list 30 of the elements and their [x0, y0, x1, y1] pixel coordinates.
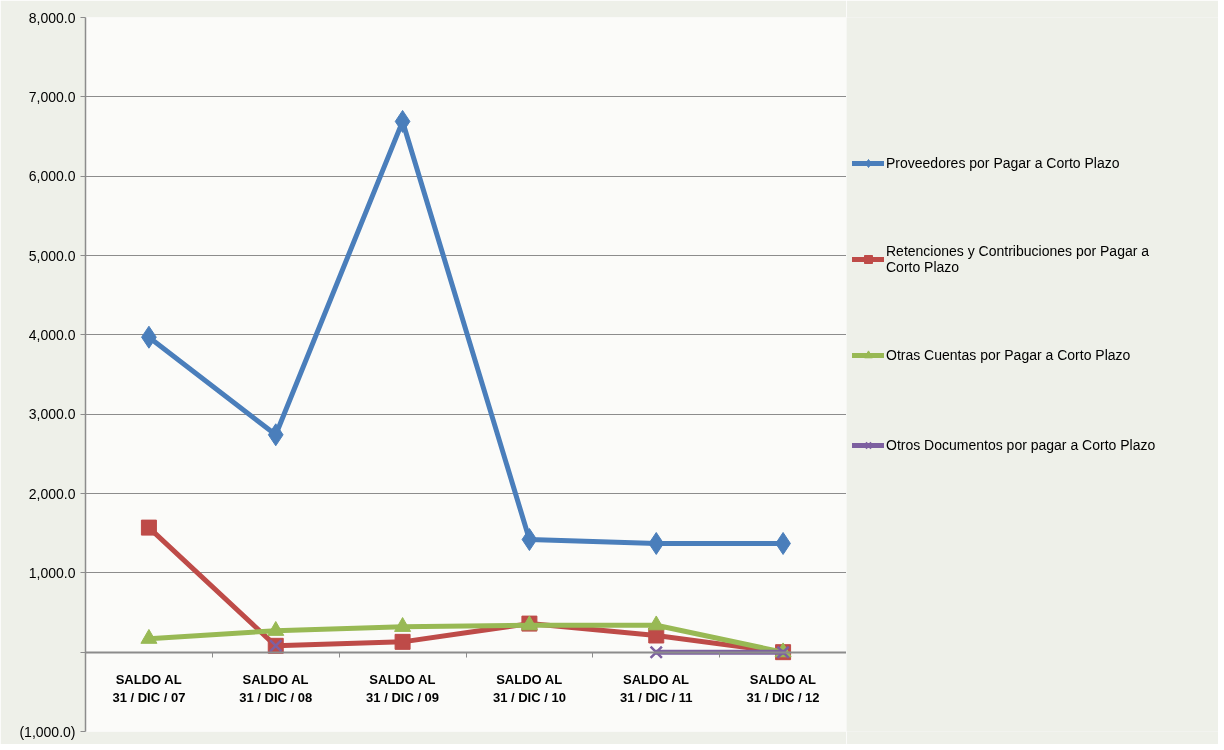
x-tick-label: SALDO AL 31 / DIC / 10	[492, 672, 566, 706]
y-tick-label: 7,000.0	[28, 88, 76, 105]
x-tick-label: SALDO AL 31 / DIC / 08	[239, 672, 313, 706]
point	[521, 528, 538, 552]
x-tick-label: SALDO AL 31 / DIC / 11	[620, 672, 693, 706]
y-tick-label: 2,000.0	[28, 485, 76, 502]
y-tick-label: 3,000.0	[28, 406, 76, 423]
point	[649, 645, 664, 660]
point	[394, 617, 412, 632]
legend-label: Proveedores por Pagar a Corto Plazo	[886, 155, 1120, 171]
point	[267, 423, 284, 447]
legend-label: Otros Documentos por pagar a Corto Plazo	[886, 437, 1156, 453]
point	[394, 109, 411, 133]
y-tick-label: 5,000.0	[28, 247, 76, 264]
point	[394, 633, 411, 650]
x-tick-label: SALDO AL 31 / DIC / 09	[366, 672, 440, 706]
y-tick-label: 8,000.0	[28, 9, 76, 26]
y-tick-label: 4,000.0	[28, 326, 76, 343]
y-tick-label: (1,000.0)	[19, 723, 76, 740]
point	[140, 628, 158, 644]
y-tick-label: 6,000.0	[28, 168, 76, 185]
legend-label: Otras Cuentas por Pagar a Corto Plazo	[886, 347, 1131, 363]
legend-label: Retenciones y Contribuciones por Pagar a Corto Plazo	[886, 243, 1150, 275]
point	[140, 519, 157, 536]
point	[647, 615, 665, 631]
point	[648, 531, 665, 555]
point	[267, 621, 285, 636]
y-tick-label: 1,000.0	[28, 564, 76, 581]
x-tick-label: SALDO AL 31 / DIC / 07	[112, 672, 186, 706]
x-tick-label: SALDO AL 31 / DIC / 12	[746, 672, 820, 706]
